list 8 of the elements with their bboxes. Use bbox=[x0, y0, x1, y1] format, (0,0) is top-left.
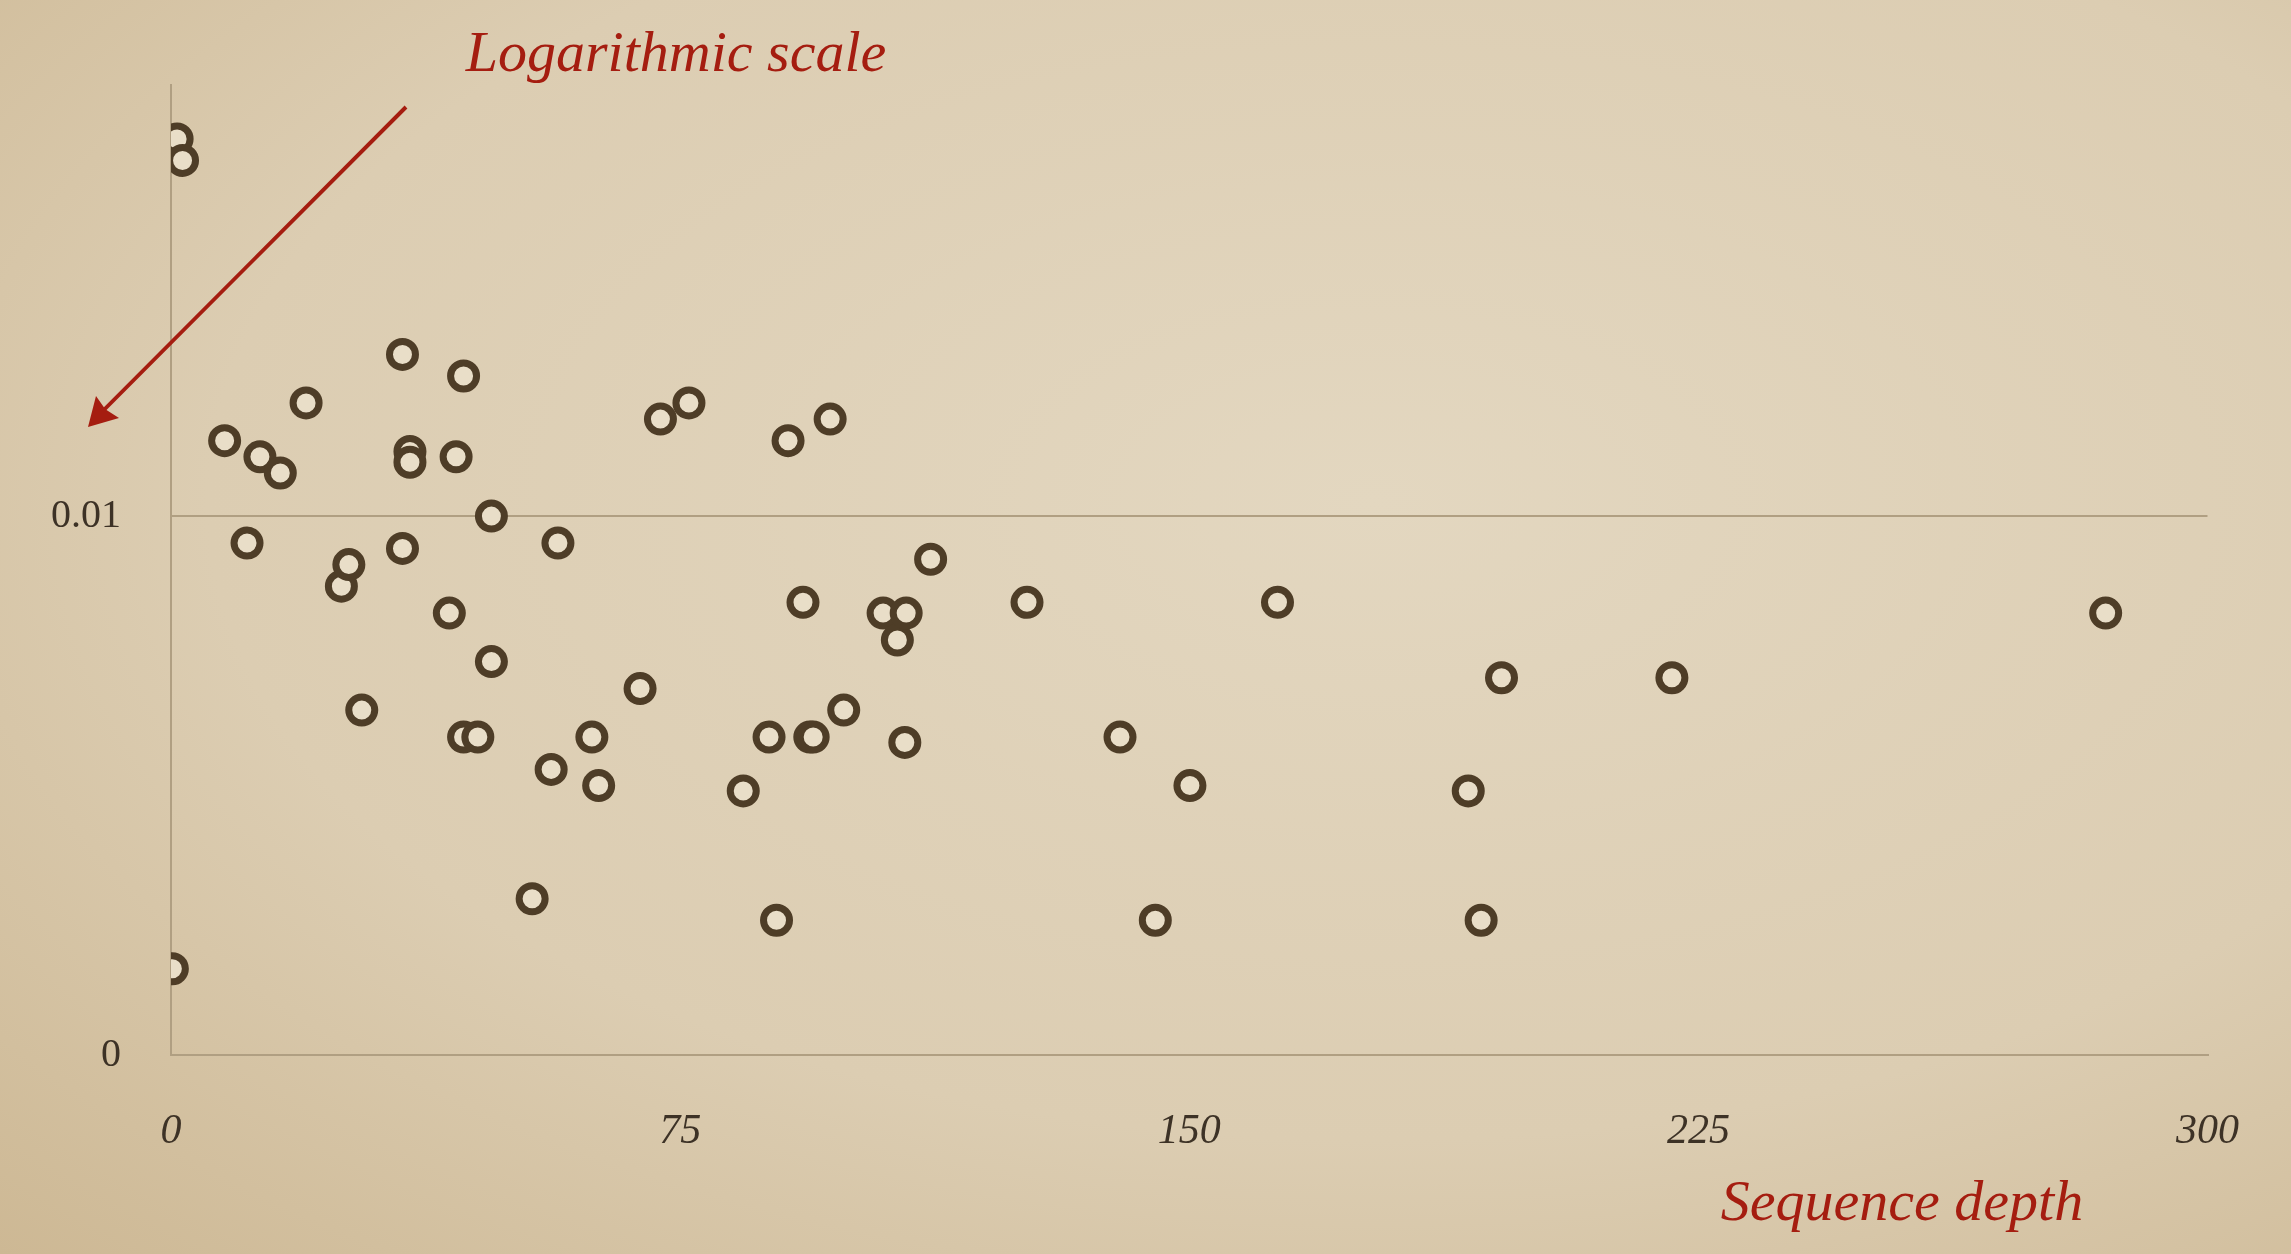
x-tick-label: 300 bbox=[2175, 1106, 2239, 1153]
text: Logarithmic scale bbox=[464, 19, 887, 85]
x-tick-label: 75 bbox=[659, 1106, 702, 1153]
x-axis-title: Sequence depth bbox=[1720, 1168, 2084, 1234]
x-tick-label: 0 bbox=[160, 1106, 182, 1153]
y-tick-label: 0.01 bbox=[51, 490, 121, 536]
x-tick-label: 225 bbox=[1666, 1106, 1730, 1153]
x-tick-label: 150 bbox=[1157, 1106, 1221, 1153]
